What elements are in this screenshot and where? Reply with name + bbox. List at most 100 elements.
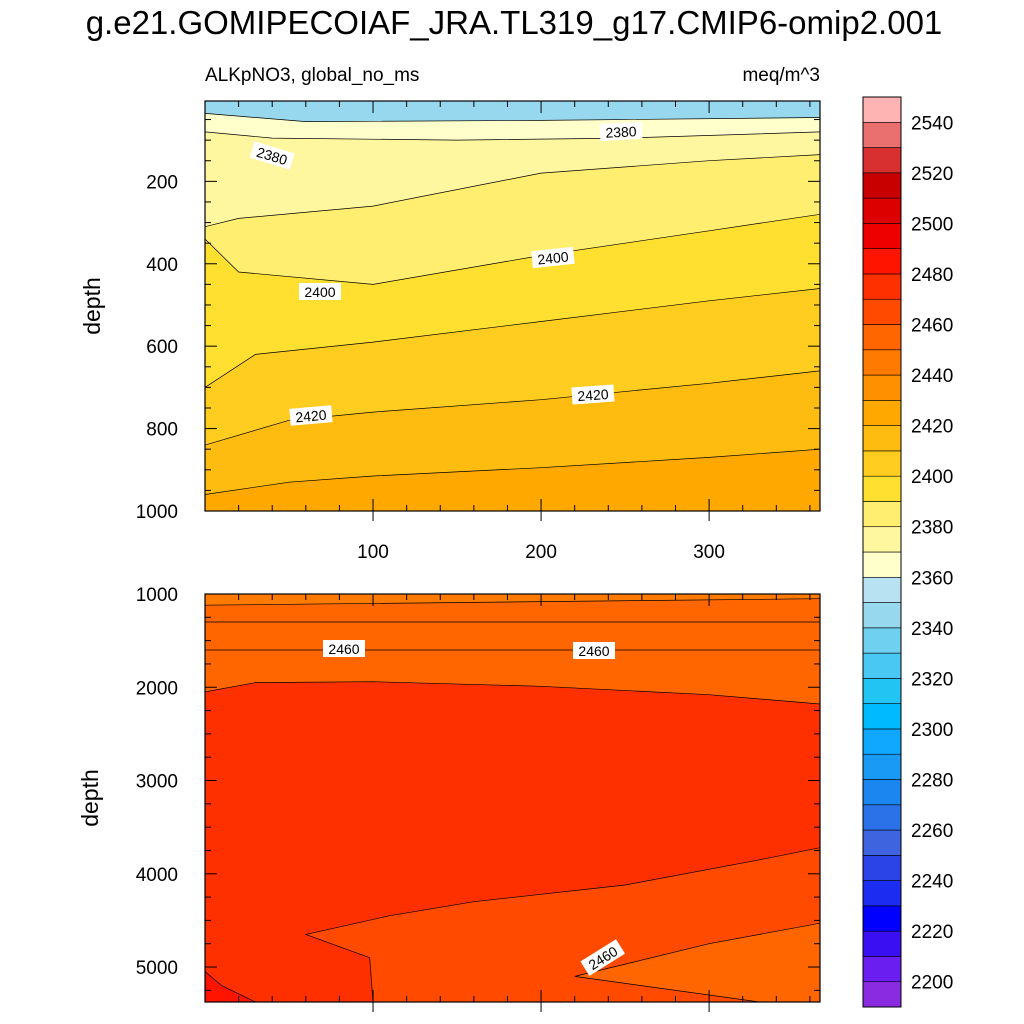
colorbar-swatch xyxy=(862,981,902,1008)
colorbar-label: 2500 xyxy=(911,214,953,235)
colorbar-swatch xyxy=(862,930,902,957)
colorbar-label: 2380 xyxy=(911,518,953,539)
y-tick-label: 600 xyxy=(146,337,178,358)
svg-text:2420: 2420 xyxy=(577,386,609,404)
colorbar-swatch xyxy=(862,602,902,629)
contour-band xyxy=(205,370,820,495)
contour-band xyxy=(205,214,820,388)
colorbar-swatch xyxy=(862,121,902,148)
contour-line xyxy=(205,681,820,705)
contour-band xyxy=(205,113,820,141)
colorbar-label: 2260 xyxy=(911,821,953,842)
colorbar-label: 2240 xyxy=(911,872,953,893)
y-tick-label: 400 xyxy=(146,255,178,276)
colorbar-swatch xyxy=(862,172,902,199)
svg-text:2400: 2400 xyxy=(537,248,570,267)
y-tick-label: 1000 xyxy=(136,585,178,606)
colorbar-label: 2200 xyxy=(911,973,953,994)
colorbar-swatch xyxy=(862,576,902,603)
variable-subtitle: ALKpNO3, global_no_ms xyxy=(205,65,419,86)
colorbar-swatch xyxy=(862,551,902,578)
colorbar-swatch xyxy=(862,753,902,780)
contour-band xyxy=(205,288,820,446)
colorbar-label: 2340 xyxy=(911,619,953,640)
colorbar-label: 2540 xyxy=(911,113,953,134)
colorbar-swatch xyxy=(862,956,902,983)
colorbar-swatch xyxy=(862,779,902,806)
lower-y-axis-label: depth xyxy=(77,769,103,827)
contour-line xyxy=(205,370,820,446)
contour-band xyxy=(205,622,820,650)
colorbar-label: 2300 xyxy=(911,720,953,741)
y-tick-label: 1000 xyxy=(136,502,178,523)
colorbar-swatch xyxy=(862,450,902,477)
colorbar-swatch xyxy=(862,880,902,907)
contour-label: 2400 xyxy=(531,246,575,269)
contour-patch xyxy=(574,922,820,1002)
colorbar-swatch xyxy=(862,324,902,351)
contour-band xyxy=(205,594,820,606)
svg-text:2400: 2400 xyxy=(304,284,335,300)
colorbar-frame xyxy=(862,96,902,1008)
contour-line xyxy=(205,598,820,606)
colorbar-swatch xyxy=(862,197,902,224)
colorbar: 2200 2220 2240 2260 2280 2300 2320 2340 2360 2380… xyxy=(862,96,953,1008)
contour-label: 2400 xyxy=(299,283,341,300)
contour-line xyxy=(205,131,820,141)
contour-band xyxy=(205,449,820,511)
y-tick-label: 5000 xyxy=(136,958,178,979)
upper-y-axis-label: depth xyxy=(79,277,105,335)
colorbar-swatch xyxy=(862,374,902,401)
colorbar-swatch xyxy=(862,804,902,831)
colorbar-label: 2280 xyxy=(911,771,953,792)
contour-label: 2420 xyxy=(571,384,615,405)
upper-panel: 100 200 3002004006008001000238023802400240… xyxy=(136,100,821,563)
y-tick-label: 3000 xyxy=(136,772,178,793)
plot-frame xyxy=(204,593,821,1003)
contour-label: 2460 xyxy=(323,640,365,657)
colorbar-label: 2460 xyxy=(911,316,953,337)
colorbar-label: 2420 xyxy=(911,417,953,438)
svg-text:2460: 2460 xyxy=(328,641,359,657)
contour-label: 2380 xyxy=(599,121,643,142)
colorbar-swatch xyxy=(862,425,902,452)
colorbar-swatch xyxy=(862,248,902,275)
colorbar-swatch xyxy=(862,678,902,704)
colorbar-swatch xyxy=(862,855,902,881)
colorbar-label: 2360 xyxy=(911,568,953,589)
units-label: meq/m^3 xyxy=(742,65,820,86)
colorbar-swatch xyxy=(862,96,902,123)
contour-label: 2420 xyxy=(289,405,333,426)
contour-line xyxy=(205,288,820,388)
colorbar-label: 2320 xyxy=(911,669,953,690)
colorbar-swatch xyxy=(862,273,902,300)
colorbar-swatch xyxy=(862,223,902,249)
colorbar-swatch xyxy=(862,526,902,553)
svg-text:2420: 2420 xyxy=(295,407,328,426)
colorbar-swatch xyxy=(862,400,902,426)
svg-text:2380: 2380 xyxy=(605,123,637,141)
contour-line xyxy=(205,113,820,122)
colorbar-swatch xyxy=(862,905,902,932)
plot-frame xyxy=(204,100,821,512)
svg-text:2460: 2460 xyxy=(578,643,609,659)
y-tick-label: 800 xyxy=(146,420,178,441)
contour-band xyxy=(205,154,820,285)
colorbar-swatch xyxy=(862,829,902,856)
y-tick-label: 200 xyxy=(146,172,178,193)
contour-line xyxy=(205,448,820,495)
contour-band xyxy=(205,598,820,622)
contour-band xyxy=(205,650,820,704)
colorbar-swatch xyxy=(862,652,902,679)
contour-band xyxy=(205,101,820,122)
y-tick-label: 2000 xyxy=(136,678,178,699)
colorbar-label: 2400 xyxy=(911,467,953,488)
x-tick-label: 100 xyxy=(357,542,389,563)
colorbar-label: 2440 xyxy=(911,366,953,387)
colorbar-swatch xyxy=(862,475,902,502)
contour-line xyxy=(205,154,820,228)
contour-band xyxy=(205,131,820,227)
y-tick-label: 4000 xyxy=(136,865,178,886)
